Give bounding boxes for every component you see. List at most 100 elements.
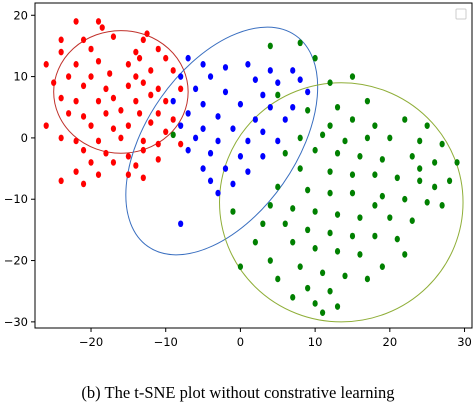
data-point — [290, 103, 296, 111]
data-point — [222, 165, 229, 172]
data-point — [327, 229, 333, 237]
data-point — [432, 159, 438, 166]
data-point — [267, 257, 273, 264]
data-point — [237, 153, 244, 160]
data-point — [207, 149, 214, 157]
data-point — [73, 97, 79, 105]
data-point — [155, 85, 161, 93]
data-point — [237, 263, 244, 270]
data-point — [357, 214, 363, 221]
data-point — [402, 251, 408, 258]
data-points — [43, 18, 460, 316]
data-point — [252, 238, 258, 246]
data-point — [312, 146, 318, 154]
data-point — [110, 125, 117, 133]
data-point — [178, 140, 184, 148]
cluster-ellipse-1 — [125, 26, 319, 256]
data-point — [103, 85, 109, 93]
data-point — [342, 137, 348, 145]
data-point — [107, 70, 113, 77]
data-point — [379, 263, 385, 270]
data-point — [297, 76, 303, 83]
data-point — [305, 226, 311, 234]
cluster-ellipses — [53, 26, 464, 323]
data-point — [439, 202, 445, 209]
data-point — [58, 48, 64, 56]
data-point — [95, 137, 102, 145]
data-point — [133, 162, 139, 169]
data-point — [305, 88, 311, 96]
data-point — [275, 275, 281, 283]
data-point — [178, 73, 184, 80]
data-point — [133, 73, 139, 80]
data-point — [185, 54, 191, 62]
data-point — [66, 110, 72, 117]
data-point — [200, 61, 206, 68]
data-point — [290, 238, 296, 246]
data-point — [58, 36, 64, 44]
data-point — [155, 110, 161, 117]
data-point — [252, 116, 258, 123]
data-point — [327, 168, 333, 175]
data-point — [148, 91, 154, 99]
data-point — [43, 61, 49, 68]
data-point — [80, 36, 87, 44]
cluster-ellipse-0 — [53, 30, 189, 154]
x-tick-label: 20 — [383, 335, 398, 349]
cluster-ellipse-2 — [219, 82, 464, 323]
data-point — [327, 287, 333, 295]
data-point — [394, 174, 400, 182]
data-point — [334, 211, 341, 218]
data-point — [80, 113, 87, 120]
data-point — [140, 174, 146, 182]
data-point — [73, 168, 79, 175]
data-point — [327, 79, 333, 87]
data-point — [417, 165, 423, 172]
data-point — [136, 54, 143, 62]
data-point — [402, 116, 408, 123]
data-point — [275, 79, 281, 87]
data-point — [140, 36, 146, 44]
data-point — [193, 134, 199, 142]
data-point — [207, 73, 214, 80]
data-point — [230, 125, 236, 133]
data-point — [305, 186, 311, 194]
data-point — [282, 116, 288, 123]
data-point — [312, 54, 318, 62]
data-point — [245, 137, 251, 145]
axes: −20 −10 0 10 20 30 −30 −20 −10 0 10 20 — [4, 8, 472, 349]
data-point — [118, 134, 124, 142]
data-point — [372, 232, 378, 240]
data-point — [312, 244, 318, 252]
y-tick-label: −10 — [4, 192, 28, 206]
data-point — [334, 149, 341, 157]
data-point — [125, 82, 131, 90]
data-point — [215, 113, 221, 120]
data-point — [327, 189, 333, 197]
data-point — [125, 122, 131, 129]
data-point — [372, 122, 378, 129]
data-point — [140, 137, 146, 145]
data-point — [185, 146, 191, 154]
data-point — [125, 153, 131, 160]
data-point — [297, 39, 303, 47]
y-tick-label: 0 — [21, 131, 28, 145]
data-point — [80, 180, 87, 188]
data-point — [103, 149, 109, 157]
data-point — [267, 103, 273, 111]
figure-caption: (b) The t-SNE plot without constrative l… — [81, 383, 395, 402]
data-point — [88, 122, 94, 129]
data-point — [282, 149, 288, 157]
data-point — [155, 45, 161, 53]
legend-box — [455, 8, 467, 20]
data-point — [245, 61, 251, 68]
data-point — [140, 79, 146, 87]
data-point — [237, 100, 244, 108]
data-point — [136, 110, 143, 117]
data-point — [133, 48, 139, 56]
data-point — [327, 122, 333, 129]
data-point — [357, 251, 363, 258]
data-point — [305, 284, 311, 292]
data-point — [58, 177, 64, 185]
x-tick-label: 30 — [457, 335, 472, 349]
